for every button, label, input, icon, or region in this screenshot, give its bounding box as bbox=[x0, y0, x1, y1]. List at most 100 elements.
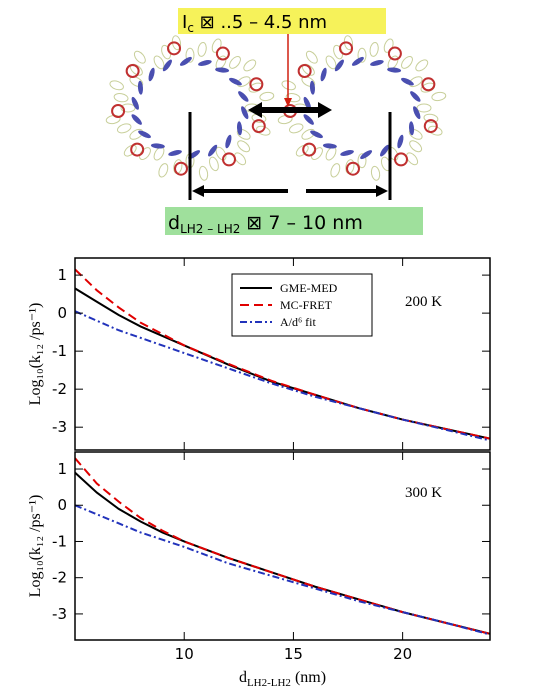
x-tick-label: 15 bbox=[284, 645, 303, 663]
pigment bbox=[309, 80, 315, 95]
carotenoid bbox=[339, 41, 354, 56]
x-tick-label: 20 bbox=[393, 645, 412, 663]
legend-box bbox=[231, 273, 373, 337]
annotation: 200 K bbox=[405, 294, 442, 310]
plot-frame bbox=[74, 257, 491, 451]
pigment bbox=[334, 59, 344, 72]
pigment bbox=[410, 91, 421, 102]
legend-label: GME-MED bbox=[280, 281, 338, 295]
pigment bbox=[208, 144, 218, 157]
charts: -3 -2 -1 0 1 Log₁₀(k₁₂ /ps⁻¹) 200 K GME-MED MC-F… bbox=[27, 257, 491, 689]
helix bbox=[311, 147, 323, 161]
top-label: Ic ⊠ ..5 – 4.5 nm bbox=[182, 12, 327, 35]
pigment bbox=[370, 60, 384, 66]
label-sub: c bbox=[187, 21, 194, 35]
helix bbox=[197, 41, 207, 57]
pigment bbox=[340, 150, 354, 156]
helix bbox=[229, 55, 241, 69]
y-tick-label: -3 bbox=[52, 605, 67, 623]
helix bbox=[259, 91, 275, 102]
carotenoid bbox=[173, 161, 188, 176]
pigment bbox=[238, 91, 249, 102]
helix bbox=[333, 44, 344, 60]
carotenoid bbox=[249, 77, 264, 92]
carotenoid bbox=[297, 64, 312, 79]
label-main: I bbox=[182, 12, 187, 33]
helix bbox=[158, 163, 169, 178]
helix bbox=[416, 103, 432, 113]
pigment bbox=[401, 77, 414, 86]
helix bbox=[277, 114, 293, 125]
x-tick-label: 10 bbox=[175, 645, 194, 663]
y-tick-label: -1 bbox=[52, 532, 67, 550]
x-axis-label-part: (nm) bbox=[291, 669, 326, 686]
carotenoid bbox=[345, 161, 360, 176]
pigment bbox=[215, 67, 230, 73]
pigment bbox=[303, 96, 311, 110]
carotenoid bbox=[421, 77, 436, 92]
legend-label: MC-FRET bbox=[280, 298, 333, 312]
helix bbox=[234, 152, 247, 166]
y-axis-label: Log₁₀(k₁₂ /ps⁻¹) bbox=[27, 303, 44, 406]
bottom-label: dLH2 – LH2 ⊠ 7 – 10 nm bbox=[168, 212, 363, 236]
gap bbox=[288, 182, 306, 202]
pigment bbox=[236, 121, 243, 136]
helix bbox=[237, 140, 251, 153]
helix bbox=[423, 113, 439, 123]
label-main: d bbox=[168, 212, 180, 234]
helix bbox=[139, 147, 151, 161]
helix bbox=[409, 140, 423, 153]
x-axis-label: dLH2-LH2 (nm) bbox=[239, 669, 326, 689]
helix bbox=[357, 153, 367, 169]
pigment bbox=[310, 130, 323, 139]
helix bbox=[370, 165, 381, 181]
plot-frame bbox=[74, 451, 491, 641]
helix bbox=[133, 50, 146, 64]
pigment bbox=[168, 150, 182, 156]
arrow-head bbox=[248, 102, 262, 118]
pigment bbox=[225, 134, 232, 149]
pigment bbox=[138, 130, 151, 139]
carotenoid bbox=[387, 46, 402, 61]
pigment bbox=[148, 67, 155, 82]
helix bbox=[289, 123, 304, 134]
helix bbox=[401, 55, 413, 69]
carotenoid bbox=[167, 41, 182, 56]
pigment bbox=[322, 143, 337, 149]
pigment bbox=[137, 80, 143, 95]
helix bbox=[357, 47, 367, 63]
series-line bbox=[75, 310, 490, 442]
carotenoid bbox=[222, 152, 237, 167]
helix bbox=[431, 91, 447, 102]
y-tick-label: 1 bbox=[57, 266, 67, 284]
pigment bbox=[320, 67, 327, 82]
pigment bbox=[408, 121, 415, 136]
helix bbox=[285, 93, 301, 103]
y-tick-label: 0 bbox=[57, 496, 67, 514]
pigment bbox=[131, 96, 139, 110]
pigment bbox=[413, 106, 421, 120]
pigment bbox=[360, 150, 373, 160]
carotenoid bbox=[394, 152, 409, 167]
helix bbox=[113, 93, 129, 103]
label-rest: ⊠ 7 – 10 nm bbox=[240, 212, 362, 234]
y-tick-label: -2 bbox=[52, 569, 67, 587]
pigment bbox=[380, 144, 390, 157]
arrow-head bbox=[284, 98, 292, 107]
helix bbox=[215, 146, 227, 161]
helix bbox=[408, 76, 423, 88]
helix bbox=[406, 152, 419, 166]
y-tick-label: 0 bbox=[57, 304, 67, 322]
y-axis-label: Log₁₀(k₁₂ /ps⁻¹) bbox=[27, 495, 44, 598]
arrow-head bbox=[192, 185, 204, 197]
arrow-head bbox=[318, 102, 332, 118]
legend-label: A/d⁶ fit bbox=[280, 315, 317, 329]
carotenoid bbox=[251, 119, 266, 134]
x-axis-label-part: d bbox=[239, 669, 247, 686]
label-rest: ⊠ ..5 – 4.5 nm bbox=[194, 12, 327, 33]
helix bbox=[305, 50, 318, 64]
helix bbox=[109, 80, 124, 91]
pigment bbox=[387, 67, 402, 73]
